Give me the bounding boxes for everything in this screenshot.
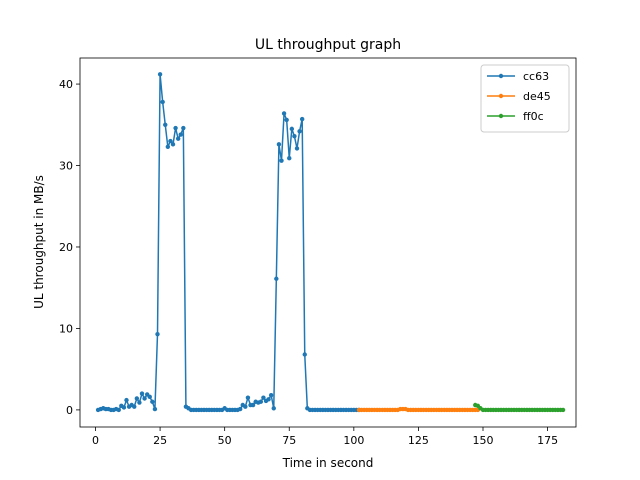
data-point: [132, 404, 137, 409]
data-point: [150, 399, 155, 404]
data-point: [271, 406, 276, 411]
data-point: [274, 276, 279, 281]
data-point: [121, 405, 127, 410]
x-axis: 0 25 50 75 100 125 150 175: [92, 427, 558, 447]
x-tick-label: 50: [218, 434, 232, 447]
data-point: [142, 396, 147, 401]
legend: cc63 de45 ff0c: [480, 64, 570, 133]
data-point: [173, 125, 178, 131]
series-cc63: [95, 72, 362, 413]
data-point: [134, 396, 140, 401]
data-point: [258, 399, 264, 404]
data-point: [276, 142, 282, 147]
x-tick-label: 125: [408, 434, 429, 447]
data-point: [160, 99, 165, 105]
legend-item-cc63: cc63: [487, 70, 549, 83]
data-point: [299, 116, 305, 122]
x-tick-label: 150: [473, 434, 494, 447]
data-point: [137, 400, 142, 405]
series-ff0c: [473, 402, 566, 413]
data-point: [178, 132, 183, 137]
chart-title: UL throughput graph: [255, 37, 401, 53]
data-point: [289, 126, 295, 132]
y-axis: 0 10 20 30 40: [59, 78, 80, 417]
data-point: [297, 129, 302, 134]
y-axis-label: UL throughput in MB/s: [32, 175, 46, 309]
data-point: [245, 395, 251, 400]
data-point: [147, 394, 152, 400]
data-point: [560, 407, 566, 413]
data-point: [279, 158, 284, 163]
x-tick-label: 0: [92, 434, 99, 447]
data-point: [261, 395, 266, 400]
y-tick-label: 10: [59, 322, 73, 335]
data-point: [139, 391, 145, 396]
legend-marker: [498, 113, 504, 119]
legend-item-de45: de45: [487, 90, 551, 103]
data-point: [163, 122, 168, 127]
data-point: [302, 352, 307, 357]
data-point: [181, 125, 186, 131]
x-tick-label: 100: [343, 434, 364, 447]
data-point: [292, 134, 297, 139]
legend-marker: [498, 73, 504, 79]
data-point: [294, 146, 300, 151]
series-de45: [356, 406, 481, 413]
x-tick-label: 25: [153, 434, 167, 447]
data-point: [116, 407, 121, 413]
data-point: [168, 138, 173, 144]
data-point: [157, 72, 163, 77]
x-tick-label: 75: [282, 434, 296, 447]
data-point: [243, 404, 248, 409]
data-point: [165, 144, 171, 149]
data-point: [237, 406, 243, 412]
data-point: [287, 155, 292, 161]
x-tick-label: 175: [537, 434, 558, 447]
legend-label: cc63: [523, 70, 549, 83]
data-point: [124, 397, 129, 403]
y-tick-label: 20: [59, 241, 73, 254]
data-point: [250, 402, 256, 408]
series-layer: [95, 72, 566, 413]
y-tick-label: 0: [66, 404, 73, 417]
data-point: [281, 111, 287, 116]
legend-label: ff0c: [523, 110, 544, 123]
data-point: [266, 397, 271, 402]
legend-label: de45: [523, 90, 551, 103]
data-point: [284, 117, 289, 123]
data-point: [175, 136, 181, 141]
y-tick-label: 30: [59, 160, 73, 173]
data-point: [170, 142, 176, 147]
x-axis-label: Time in second: [282, 456, 374, 470]
data-point: [268, 393, 274, 398]
legend-item-ff0c: ff0c: [487, 110, 544, 123]
y-tick-label: 40: [59, 78, 73, 91]
data-point: [155, 331, 160, 337]
legend-marker: [498, 93, 504, 99]
data-point: [152, 406, 158, 412]
